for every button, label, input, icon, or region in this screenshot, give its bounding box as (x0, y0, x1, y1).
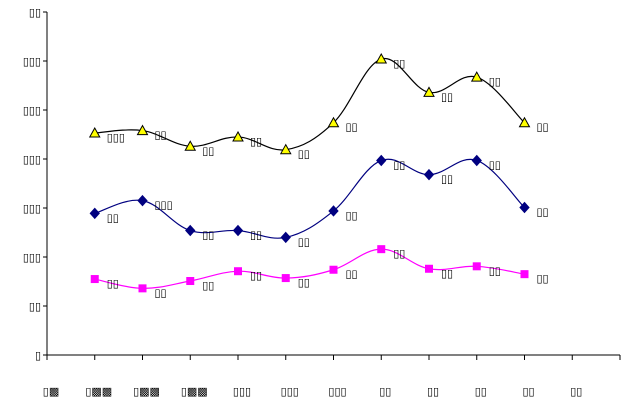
data-point-marker (89, 207, 100, 220)
data-label: ▯▯ (537, 206, 549, 219)
x-tick-label: ▯▯ (570, 385, 582, 398)
data-label: ▯▯ (537, 121, 549, 134)
y-tick-label: ▯▯ (29, 300, 41, 313)
data-point-marker (327, 116, 340, 128)
data-label: ▯▯▯ (155, 199, 173, 212)
data-point-marker (329, 265, 338, 274)
data-point-marker (234, 267, 242, 276)
y-tick-label: ▯▯ (29, 6, 41, 19)
data-point-marker (232, 224, 244, 237)
data-label: ▯▯ (393, 158, 405, 171)
x-tick-label: ▯▯▯ (233, 385, 251, 398)
data-point-marker (328, 205, 339, 217)
data-point-marker (470, 71, 483, 82)
series-layer (88, 53, 531, 293)
data-point-marker (471, 154, 482, 167)
data-label: ▯▯ (202, 229, 214, 242)
data-point-marker (472, 262, 481, 271)
axes: ▯▯▯▯▯▯▯▯▯▯▯▯▯▯▯▯▯▯▯▯▯▩ ▯▩▩ ▯▩▩ ▯▩▩ ▯▯▯ ▯▯▯ ▯▯▯… (23, 6, 621, 398)
data-point-marker (519, 201, 530, 214)
x-tick-label: ▯▩ (43, 385, 59, 398)
data-label: ▯▯ (489, 75, 501, 88)
data-label: ▯▯ (489, 158, 501, 171)
data-point-marker (280, 231, 291, 244)
data-point-marker (184, 140, 197, 151)
data-label: ▯▯ (107, 277, 119, 290)
data-point-marker (138, 284, 147, 293)
data-label: ▯▯ (202, 279, 214, 292)
y-tick-label: ▯ (35, 349, 41, 362)
data-label: ▯▯ (346, 268, 358, 281)
data-point-marker (423, 168, 435, 181)
data-point-marker (137, 194, 148, 207)
data-point-marker (377, 245, 386, 254)
data-label: ▯▯ (298, 235, 310, 248)
data-label: ▯▯▯ (107, 131, 125, 144)
data-label: ▯▯ (298, 148, 310, 161)
y-tick-label: ▯▯▯ (23, 202, 41, 215)
x-tick-label: ▯▩▩ (85, 385, 112, 398)
x-tick-label: ▯▩▩ (181, 385, 208, 398)
data-label: ▯▯ (346, 121, 358, 134)
data-label: ▯▯ (250, 269, 262, 282)
series-line-0 (94, 58, 525, 151)
data-point-marker (186, 277, 195, 286)
data-label: ▯▯ (489, 264, 501, 277)
data-point-marker (232, 130, 244, 142)
data-label: ▯▯ (155, 129, 167, 142)
data-point-marker (281, 274, 290, 283)
data-point-marker (425, 264, 433, 273)
data-label: ▯▯ (298, 276, 310, 289)
data-point-marker (518, 116, 531, 128)
data-label: ▯▯ (155, 286, 167, 299)
x-tick-label: ▯▯ (522, 385, 534, 398)
y-tick-label: ▯▯▯ (23, 104, 41, 117)
data-label: ▯▯ (537, 272, 549, 285)
data-label: ▯▯ (441, 267, 453, 280)
series-line-1 (94, 158, 525, 239)
x-tick-label: ▯▯ (475, 385, 487, 398)
data-label: ▯▯ (250, 135, 262, 148)
data-label: ▯▯ (441, 90, 453, 103)
data-point-marker (185, 224, 196, 237)
x-tick-label: ▯▯▯ (281, 385, 299, 398)
data-label: ▯▯ (202, 144, 214, 157)
data-point-marker (423, 86, 435, 97)
data-point-marker (376, 154, 387, 167)
data-point-marker (279, 143, 292, 155)
labels-layer: ▯▯▯ ▯▯▯▯▯▯▯▯▯▯▯▯▯▯▯▯▯▯▯▯▯▯▯▯▯ ▯▯▯▯▯▯▯▯▯▯▯▯… (107, 57, 549, 299)
y-tick-label: ▯▯▯ (23, 55, 41, 68)
y-tick-label: ▯▯▯ (23, 153, 41, 166)
data-point-marker (136, 124, 149, 136)
data-point-marker (520, 270, 529, 279)
x-tick-label: ▯▩▩ (133, 385, 160, 398)
data-point-marker (375, 53, 388, 64)
x-tick-label: ▯▯ (427, 385, 439, 398)
data-label: ▯▯ (250, 229, 262, 242)
data-label: ▯▯ (393, 247, 405, 260)
y-tick-label: ▯▯▯ (23, 251, 41, 264)
data-point-marker (88, 127, 101, 138)
x-tick-label: ▯▯▯ (328, 385, 346, 398)
data-label: ▯▯ (346, 209, 358, 222)
data-label: ▯▯ (441, 173, 453, 186)
x-tick-label: ▯▯ (379, 385, 391, 398)
data-label: ▯▯ (393, 57, 405, 70)
data-label: ▯▯ (107, 211, 119, 224)
series-line-2 (94, 248, 525, 289)
data-point-marker (90, 275, 99, 284)
